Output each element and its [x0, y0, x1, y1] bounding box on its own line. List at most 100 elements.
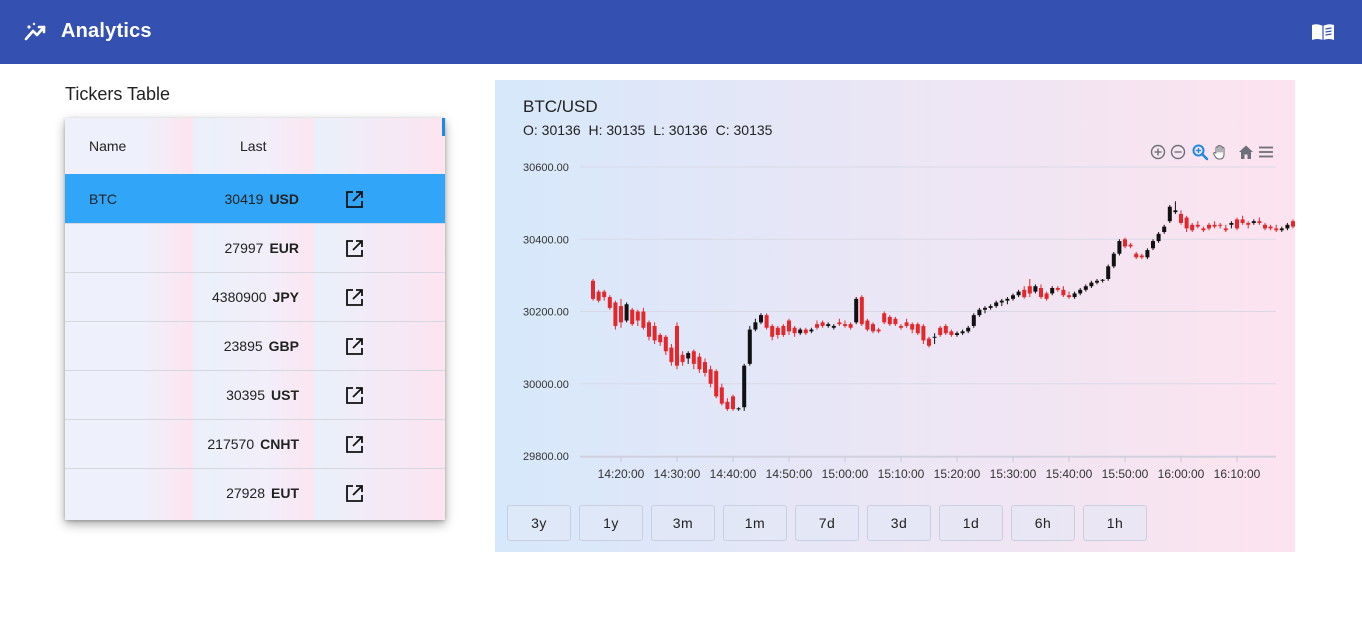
candle-body: [1044, 293, 1049, 299]
open-in-new-icon[interactable]: [344, 434, 365, 455]
chart-title: BTC/USD: [523, 97, 598, 116]
x-tick-label: 15:20:00: [934, 467, 981, 481]
zoom-in-icon[interactable]: [1149, 143, 1167, 161]
ticker-currency: CNHT: [260, 436, 299, 452]
candle-body: [775, 327, 780, 335]
range-button-1m[interactable]: 1m: [723, 505, 787, 541]
candle-body: [641, 311, 646, 328]
candle-body: [1285, 224, 1290, 229]
open-in-new-icon[interactable]: [344, 189, 365, 210]
ticker-last: 30419 USD: [193, 191, 314, 207]
candle-body: [1291, 221, 1295, 227]
range-button-1y[interactable]: 1y: [579, 505, 643, 541]
candle-body: [1257, 221, 1262, 223]
range-button-1h[interactable]: 1h: [1083, 505, 1147, 541]
table-scrollbar[interactable]: [442, 118, 445, 136]
candle-body: [714, 371, 719, 397]
range-button-3m[interactable]: 3m: [651, 505, 715, 541]
reset-home-icon[interactable]: [1237, 143, 1255, 161]
candle-body: [591, 280, 595, 299]
open-in-new-icon[interactable]: [344, 336, 365, 357]
range-button-6h[interactable]: 6h: [1011, 505, 1075, 541]
book-open-icon[interactable]: [1310, 20, 1336, 44]
x-tick-label: 15:00:00: [822, 467, 869, 481]
y-tick-label: 30000.00: [523, 379, 569, 391]
ticker-last-value: 4380900: [212, 289, 267, 305]
range-button-3y[interactable]: 3y: [507, 505, 571, 541]
candle-body: [1156, 233, 1161, 242]
ticker-name: BTC: [89, 191, 117, 207]
ohlc-open: O: 30136: [523, 122, 581, 138]
candle-body: [803, 329, 808, 334]
candle-body: [669, 347, 674, 363]
candle-body: [1190, 224, 1195, 231]
candle-body: [1055, 288, 1060, 290]
candle-body: [943, 325, 948, 334]
open-in-new-icon[interactable]: [344, 238, 365, 259]
candle-body: [652, 325, 657, 341]
range-button-7d[interactable]: 7d: [795, 505, 859, 541]
candle-body: [1061, 289, 1066, 296]
candle-body: [764, 315, 769, 328]
open-in-new-icon[interactable]: [344, 483, 365, 504]
candle-body: [792, 327, 797, 334]
candle-body: [1100, 279, 1105, 281]
ticker-currency: USD: [269, 191, 299, 207]
candle-body: [1212, 224, 1217, 227]
trending-up-icon: [24, 20, 50, 44]
column-header-name[interactable]: Name: [89, 138, 127, 154]
x-tick-label: 14:50:00: [766, 467, 813, 481]
candle-body: [719, 387, 724, 404]
candle-body: [876, 329, 881, 332]
ticker-currency: UST: [271, 387, 299, 403]
candle-body: [1139, 255, 1144, 258]
table-header: Name Last: [65, 118, 445, 174]
open-in-new-icon[interactable]: [344, 287, 365, 308]
range-button-3d[interactable]: 3d: [867, 505, 931, 541]
chart-panel: BTC/USD O: 30136 H: 30135 L: 30136 C: 30…: [495, 80, 1295, 552]
table-row[interactable]: 23895 GBP: [65, 321, 445, 370]
table-row[interactable]: 27997 EUR: [65, 223, 445, 272]
candle-body: [809, 329, 814, 332]
candle-body: [999, 300, 1004, 303]
candle-body: [703, 362, 707, 373]
column-header-last[interactable]: Last: [240, 138, 267, 154]
range-button-1d[interactable]: 1d: [939, 505, 1003, 541]
candle-body: [753, 322, 758, 330]
candle-body: [759, 315, 763, 323]
ticker-currency: JPY: [272, 289, 299, 305]
menu-icon[interactable]: [1257, 143, 1275, 161]
x-tick-label: 14:40:00: [710, 467, 757, 481]
table-row[interactable]: 4380900 JPY: [65, 272, 445, 321]
candle-body: [798, 329, 803, 334]
ohlc-close: C: 30135: [715, 122, 773, 138]
open-in-new-icon[interactable]: [344, 385, 365, 406]
candle-body: [927, 338, 931, 346]
candle-body: [1162, 226, 1167, 233]
ticker-last: 4380900 JPY: [193, 289, 314, 305]
candle-body: [1050, 288, 1055, 294]
table-row[interactable]: 217570 CNHT: [65, 419, 445, 468]
table-row[interactable]: 27928 EUT: [65, 468, 445, 517]
candle-body: [1167, 206, 1172, 222]
selection-zoom-icon[interactable]: [1191, 143, 1209, 161]
x-tick-label: 16:10:00: [1214, 467, 1261, 481]
table-row[interactable]: BTC 30419 USD: [65, 174, 445, 223]
candle-body: [1207, 224, 1211, 229]
zoom-out-icon[interactable]: [1169, 143, 1187, 161]
candlestick-chart[interactable]: 30600.00 30400.00 30200.00 30000.00 29800.00…: [495, 160, 1295, 490]
candle-body: [994, 302, 999, 307]
candle-body: [966, 327, 971, 332]
candle-body: [691, 351, 696, 364]
candle-body: [658, 334, 663, 343]
table-row[interactable]: 30395 UST: [65, 370, 445, 419]
candle-body: [1279, 228, 1284, 231]
candle-body: [602, 291, 607, 298]
candle-body: [731, 396, 735, 410]
pan-hand-icon[interactable]: [1211, 143, 1229, 161]
candle-body: [949, 331, 954, 335]
tickers-table: Name Last BTC 30419 USD 27997 EUR 4380900 JPY 2…: [65, 118, 445, 520]
candle-body: [781, 325, 786, 335]
candle-body: [596, 291, 601, 301]
candle-body: [983, 307, 987, 310]
